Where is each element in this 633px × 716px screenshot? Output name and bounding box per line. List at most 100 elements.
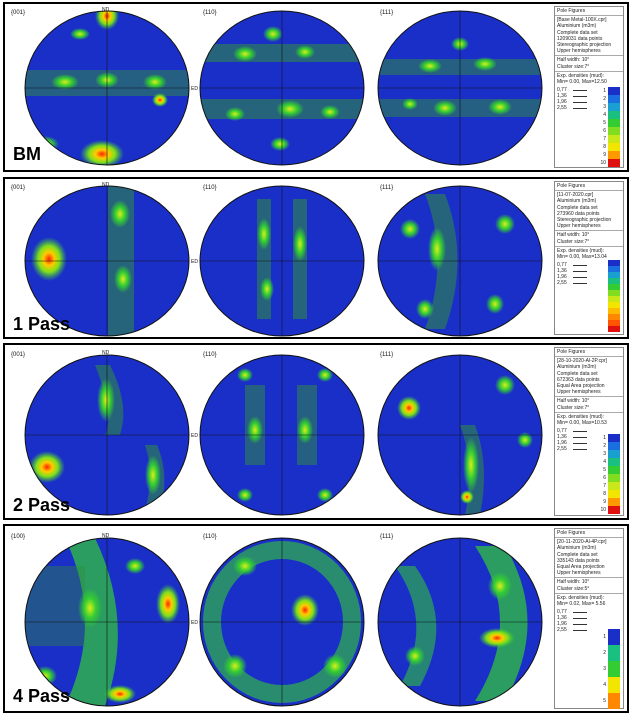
level: 1,36 [557, 434, 567, 441]
level: 0,77 [557, 262, 567, 269]
info-box: Pole Figures [11-07-2020.cpr] Aluminium … [554, 181, 624, 335]
info-halfwidth: Half width: 10° [557, 232, 590, 239]
level: 2,55 [557, 627, 567, 634]
info-box: Pole Figures [20-11-2020-Al-4P.cpr] Alum… [554, 528, 624, 709]
pf-label-1: {001} [11, 185, 25, 191]
pf-label-1: {001} [11, 10, 25, 16]
level: 0,77 [557, 87, 567, 94]
contour-levels: 0,77 1,36 1,96 2,55 [555, 608, 623, 634]
info-points: 273960 data points [557, 210, 600, 217]
contour-levels: 0,77 1,36 1,96 2,55 [555, 427, 623, 453]
level: 2,55 [557, 280, 567, 287]
info-title: Pole Figures [557, 530, 586, 536]
info-projection: Stereographic projection [557, 42, 612, 49]
level: 1,36 [557, 93, 567, 100]
level: 1,96 [557, 99, 567, 106]
info-projection: Equal Area projection [557, 383, 605, 390]
info-phase: Aluminium (m3m) [557, 545, 597, 552]
ed-label: ED [191, 259, 198, 265]
level: 2,55 [557, 105, 567, 112]
pole-figures-2pass: {001} {110} {111} ND ED [11, 350, 543, 516]
level: 1,36 [557, 268, 567, 275]
contour-levels: 0,77 1,36 1,96 2,55 [555, 261, 623, 287]
info-exp: Exp. densities (mud): [557, 72, 604, 79]
level: 1,96 [557, 621, 567, 628]
nd-label: ND [102, 7, 110, 13]
info-file: [28-10-2020-Al-2P.cpr] [557, 358, 607, 365]
info-halfwidth: Half width: 10° [557, 579, 590, 586]
pf-label-3: {111} [380, 10, 393, 16]
info-dataset: Complete data set [557, 29, 598, 36]
pf-label-2: {110} [203, 352, 217, 358]
info-file: [11-07-2020.cpr] [557, 192, 594, 199]
pf-label-3: {111} [380, 352, 393, 358]
pf-label-3: {111} [380, 185, 393, 191]
panel-4pass: {100} {110} {111} ND ED 4 Pass Pole Figu… [3, 524, 629, 713]
info-halfwidth: Half width: 10° [557, 398, 590, 405]
panel-1pass: {001} {110} {111} ND ED 1 Pass Pole Figu… [3, 177, 629, 339]
info-phase: Aluminium (m3m) [557, 23, 597, 30]
scale-labels: 1 2 3 4 5 6 7 8 9 10 [600, 435, 606, 513]
level: 1,96 [557, 440, 567, 447]
info-projection: Stereographic projection [557, 217, 612, 224]
ed-label: ED [191, 620, 198, 626]
info-exp: Exp. densities (mud): [557, 594, 604, 601]
info-halfwidth: Half width: 10° [557, 57, 590, 64]
ed-label: ED [191, 433, 198, 439]
color-scale [608, 434, 620, 514]
nd-label: ND [102, 533, 110, 539]
level: 1,96 [557, 274, 567, 281]
info-hemisphere: Upper hemispheres [557, 570, 601, 577]
condition-label: 1 Pass [13, 314, 71, 334]
info-projection: Equal Area projection [557, 564, 605, 571]
pf-label-1: {001} [11, 352, 25, 358]
info-dataset: Complete data set [557, 370, 598, 377]
pf-label-3: {111} [380, 534, 393, 540]
condition-label: 2 Pass [13, 495, 71, 515]
color-scale [608, 87, 620, 167]
info-dataset: Complete data set [557, 551, 598, 558]
condition-label: BM [13, 144, 41, 164]
panel-2pass: {001} {110} {111} ND ED 2 Pass Pole Figu… [3, 343, 629, 520]
info-title: Pole Figures [557, 349, 586, 355]
pf-label-1: {100} [11, 534, 25, 540]
info-phase: Aluminium (m3m) [557, 198, 597, 205]
info-hemisphere: Upper hemispheres [557, 48, 601, 55]
info-cluster: Cluster size:7° [557, 63, 590, 70]
pf-label-2: {110} [203, 10, 217, 16]
info-hemisphere: Upper hemispheres [557, 223, 601, 230]
level: 1,36 [557, 615, 567, 622]
info-points: 672363 data points [557, 376, 600, 383]
info-dataset: Complete data set [557, 204, 598, 211]
ed-label: ED [191, 86, 198, 92]
scale-labels: 1 2 3 4 5 6 7 8 9 10 [600, 88, 606, 166]
pf-label-2: {110} [203, 185, 217, 191]
panel-bm: {001} {110} {111} ND ED BM Pole Figures … [3, 2, 629, 172]
info-points: 335143 data points [557, 557, 600, 564]
info-box: Pole Figures [28-10-2020-Al-2P.cpr] Alum… [554, 347, 624, 516]
info-exp: Exp. densities (mud): [557, 247, 604, 254]
info-points: 1209031 data points [557, 35, 603, 42]
color-scale [608, 260, 620, 332]
level: 0,77 [557, 609, 567, 616]
info-minmax: Min= 0.02, Max= 5.56 [557, 601, 606, 608]
info-box: Pole Figures [Base Metal-100X.cpr] Alumi… [554, 6, 624, 168]
nd-label: ND [102, 350, 110, 356]
info-file: [20-11-2020-Al-4P.cpr] [557, 539, 607, 546]
level: 0,77 [557, 428, 567, 435]
info-cluster: Cluster size:7° [557, 238, 590, 245]
info-title: Pole Figures [557, 183, 586, 189]
nd-label: ND [102, 182, 110, 188]
info-phase: Aluminium (m3m) [557, 364, 597, 371]
info-file: [Base Metal-100X.cpr] [557, 17, 607, 24]
info-cluster: Cluster size:5° [557, 585, 590, 592]
info-title: Pole Figures [557, 8, 586, 14]
condition-label: 4 Pass [13, 686, 71, 706]
info-minmax: Min= 0.00, Max=12.50 [557, 79, 607, 86]
info-hemisphere: Upper hemispheres [557, 389, 601, 396]
pole-figures-bm: {001} {110} {111} ND ED [11, 7, 543, 166]
info-minmax: Min= 0.00, Max=13.04 [557, 254, 607, 261]
info-exp: Exp. densities (mud): [557, 413, 604, 420]
info-minmax: Min= 0.00, Max=10.53 [557, 420, 607, 427]
